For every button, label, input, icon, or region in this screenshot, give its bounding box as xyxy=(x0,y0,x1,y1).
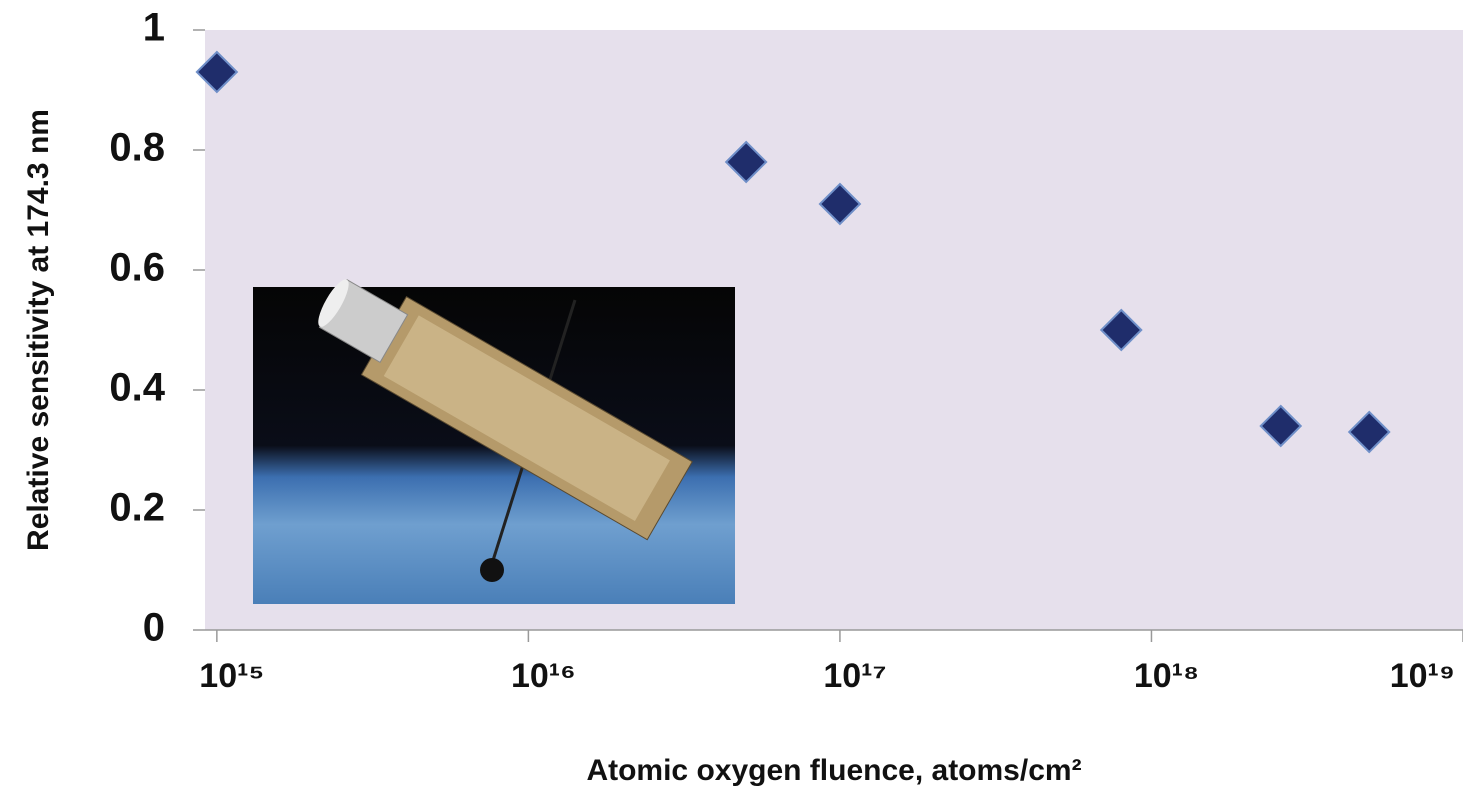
y-tick-label: 0 xyxy=(143,606,165,650)
inset-photo xyxy=(253,263,735,604)
y-axis-label: Relative sensitivity at 174.3 nm xyxy=(22,109,55,551)
x-axis-label: Atomic oxygen fluence, atoms/cm² xyxy=(586,754,1081,787)
x-tick-label: 10¹⁹ xyxy=(1390,657,1455,695)
x-tick-label: 10¹⁷ xyxy=(823,657,886,695)
x-tick-label: 10¹⁸ xyxy=(1134,657,1199,695)
y-tick-label: 0.6 xyxy=(109,246,165,290)
x-tick-label: 10¹⁶ xyxy=(511,657,576,695)
x-tick-label: 10¹⁵ xyxy=(199,657,264,695)
y-tick-label: 0.2 xyxy=(109,486,165,530)
y-tick-label: 1 xyxy=(143,6,165,50)
y-tick-label: 0.8 xyxy=(109,126,165,170)
chart: Atomic oxygen fluence, atoms/cm² Relativ… xyxy=(0,0,1463,800)
y-tick-label: 0.4 xyxy=(109,366,165,410)
